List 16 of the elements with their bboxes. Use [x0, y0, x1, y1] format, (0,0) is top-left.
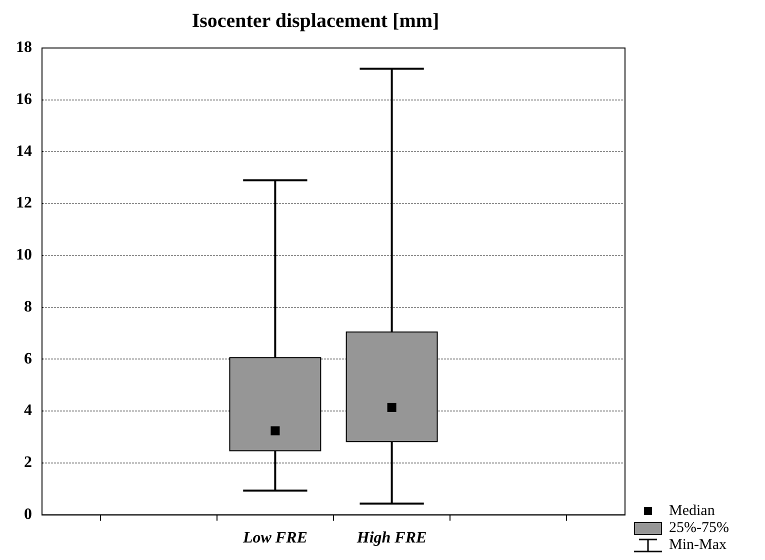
y-tick-label: 12 — [16, 194, 32, 212]
text: Median — [669, 502, 715, 520]
text: 25%-75% — [669, 520, 729, 537]
y-tick-label: 10 — [16, 246, 32, 264]
chart-title: Isocenter displacement [mm] — [192, 10, 440, 32]
x-tick-label: High FRE — [356, 530, 427, 547]
y-tick-label: 18 — [16, 39, 32, 56]
y-tick-label: 14 — [16, 142, 32, 160]
y-tick-label: 2 — [24, 454, 32, 472]
x-tick-label: Low FRE — [242, 530, 308, 547]
y-tick-label: 8 — [24, 298, 32, 316]
y-tick-label: 6 — [24, 350, 32, 368]
text: Min-Max — [669, 536, 726, 554]
y-tick-label: 4 — [24, 402, 32, 420]
y-tick-label: 0 — [24, 506, 32, 523]
y-tick-label: 16 — [16, 91, 32, 108]
